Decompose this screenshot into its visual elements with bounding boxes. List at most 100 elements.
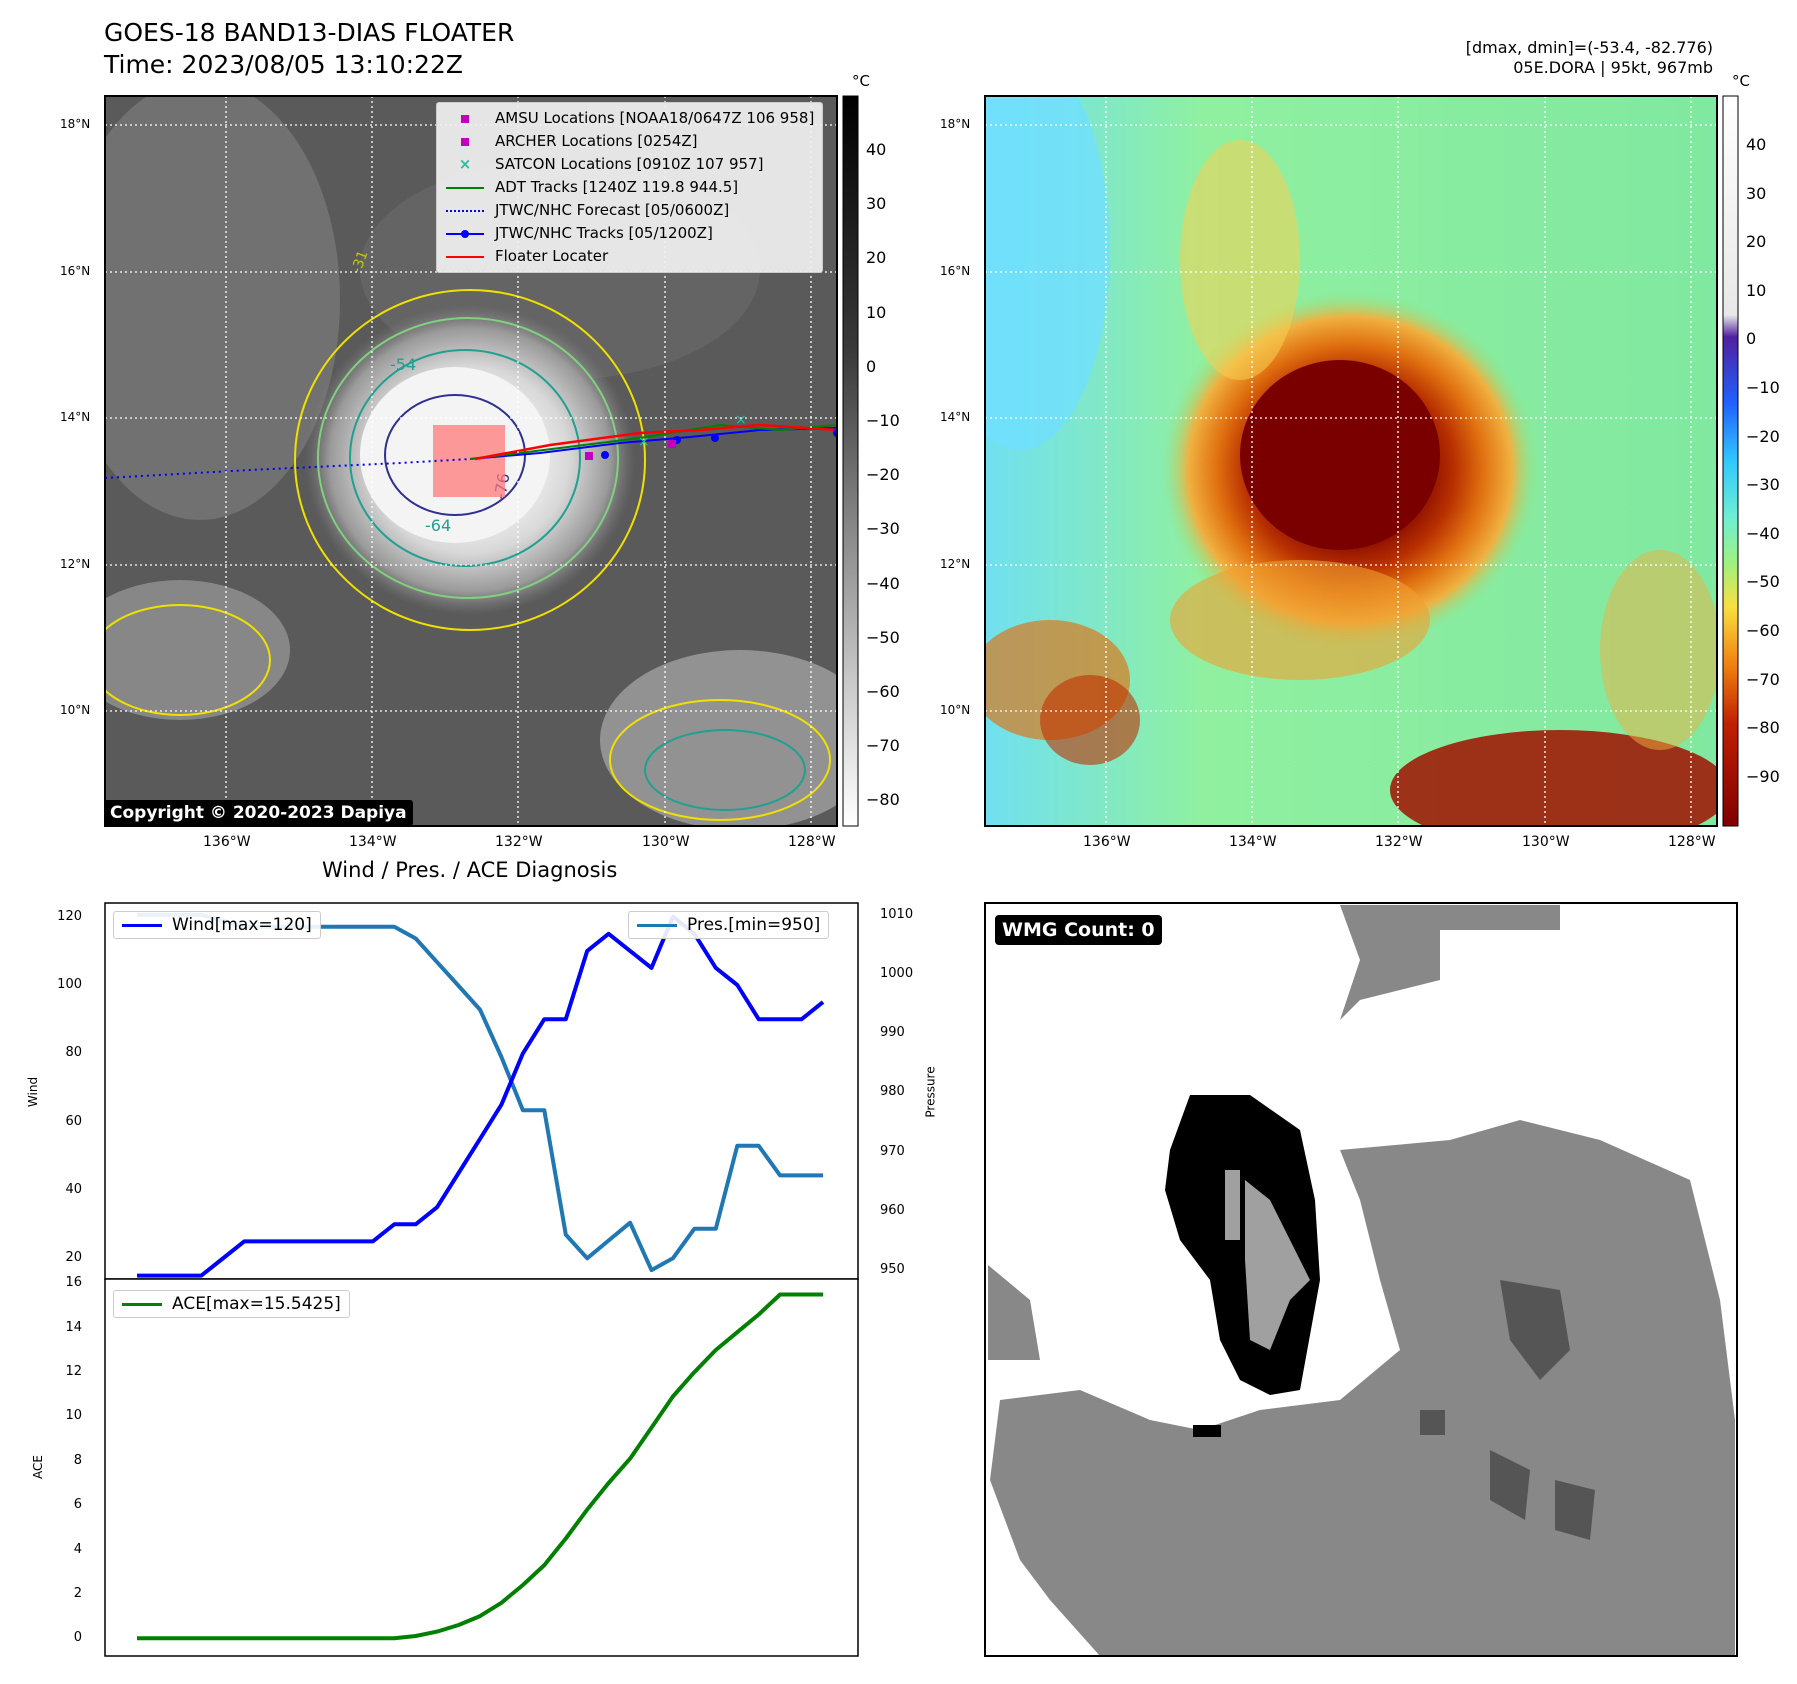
svg-text:×: × (735, 412, 747, 428)
colorbar-tick: −80 (1746, 718, 1780, 738)
axis-tick-label: 970 (880, 1143, 905, 1159)
svg-text:-64: -64 (425, 516, 451, 535)
lat-tick: 10°N (940, 703, 971, 717)
lon-tick: 136°W (203, 834, 251, 850)
axis-tick-label: 10 (65, 1408, 82, 1424)
wmg-count-badge: WMG Count: 0 (995, 915, 1162, 945)
svg-text:-54: -54 (390, 355, 416, 374)
axis-tick-label: 4 (73, 1541, 82, 1557)
colorbar-tick: −60 (1746, 621, 1780, 640)
colorbar-tick: 0 (1746, 329, 1757, 349)
floater-box (433, 425, 505, 497)
map-legend: AMSU Locations [NOAA18/0647Z 106 958] AR… (436, 102, 824, 273)
ace-series-line (137, 1292, 823, 1641)
floater-locater-line (474, 423, 837, 461)
colorbar-tick: −40 (866, 573, 900, 593)
lat-tick: 12°N (60, 557, 91, 571)
colorbar-tick: −50 (866, 627, 900, 647)
lat-tick: 10°N (60, 703, 91, 717)
lon-tick: 132°W (1375, 834, 1423, 850)
colorbar-tick: 40 (866, 140, 887, 159)
colorbar-tick: 30 (866, 194, 887, 214)
lat-tick: 18°N (60, 117, 91, 131)
colorbar-tick: 30 (1746, 183, 1767, 203)
axis-tick-label: 120 (57, 908, 82, 924)
colorbar-tick: −70 (866, 736, 900, 756)
wind-legend: Wind[max=120] (113, 911, 321, 939)
pressure-legend: Pres.[min=950] (628, 911, 830, 939)
lon-tick: 130°W (1522, 834, 1570, 850)
lon-tick: 134°W (349, 834, 397, 850)
gray-colorbar-unit: °C (852, 72, 870, 90)
colorbar-tick: 20 (1746, 232, 1767, 252)
axis-tick-label: 14 (65, 1319, 82, 1335)
colorbar-tick: −70 (1746, 669, 1780, 689)
axis-tick-label: 980 (880, 1084, 905, 1100)
legend-item-amsu: AMSU Locations [NOAA18/0647Z 106 958] (445, 107, 814, 130)
wmg-panel (984, 902, 1738, 1657)
axis-tick-label: 20 (65, 1250, 82, 1266)
color-colorbar-unit: °C (1732, 72, 1750, 90)
lat-tick: 18°N (940, 117, 971, 131)
svg-text:×: × (638, 434, 650, 450)
color-colorbar (1722, 95, 1739, 827)
forecast-track-line (105, 458, 471, 479)
figure-time: Time: 2023/08/05 13:10:22Z (104, 50, 463, 79)
svg-text:-31: -31 (349, 248, 372, 275)
colorbar-tick: −10 (866, 411, 900, 430)
diagnosis-title: Wind / Pres. / ACE Diagnosis (322, 858, 618, 882)
axis-tick-label: 960 (880, 1202, 905, 1218)
ace-chart (104, 1278, 859, 1657)
legend-item-archer: ARCHER Locations [0254Z] (445, 130, 814, 153)
colorbar-tick: −40 (1746, 523, 1780, 543)
lon-tick: 136°W (1083, 834, 1131, 850)
wind-series-line (137, 914, 825, 1278)
axis-tick-label: 0 (73, 1630, 82, 1646)
colorbar-tick: −60 (866, 682, 900, 701)
axis-tick-label: 8 (73, 1452, 82, 1468)
axis-tick-label: 950 (880, 1262, 905, 1278)
axis-tick-label: 6 (73, 1497, 82, 1513)
gray-colorbar (842, 95, 859, 827)
colorbar-tick: 0 (866, 356, 877, 376)
colorbar-tick: 10 (866, 302, 887, 322)
figure-title: GOES-18 BAND13-DIAS FLOATER (104, 18, 515, 47)
wind-axis-label: Wind (26, 1076, 41, 1108)
legend-item-satcon: × SATCON Locations [0910Z 107 957] (458, 155, 764, 173)
colorbar-tick: −20 (866, 465, 900, 485)
ir-grayscale-map: -31 -54 -64 -76 × × (105, 96, 837, 826)
map-gridlines-right (985, 96, 1717, 826)
lat-tick: 16°N (940, 264, 971, 278)
axis-tick-label: 990 (880, 1025, 905, 1041)
pressure-axis-label: Pressure (923, 1066, 938, 1118)
legend-item-tracks: JTWC/NHC Tracks [05/1200Z] (445, 222, 814, 245)
axis-tick-label: 80 (65, 1045, 82, 1061)
ace-legend: ACE[max=15.5425] (113, 1290, 350, 1318)
lat-tick: 12°N (940, 557, 971, 571)
lon-tick: 132°W (495, 834, 543, 850)
colorbar-tick: −10 (1746, 378, 1780, 397)
ir-color-map (985, 96, 1717, 826)
lon-tick: 128°W (788, 834, 836, 850)
copyright-badge: Copyright © 2020-2023 Dapiya (104, 800, 413, 826)
colorbar-tick: −90 (1746, 766, 1780, 786)
axis-tick-label: 100 (57, 977, 82, 993)
colorbar-tick: 40 (1746, 135, 1767, 154)
legend-item-floater: Floater Locater (445, 245, 814, 268)
lon-tick: 134°W (1229, 834, 1277, 850)
axis-tick-label: 2 (73, 1585, 82, 1601)
axis-tick-label: 60 (65, 1113, 82, 1129)
legend-item-adt: ADT Tracks [1240Z 119.8 944.5] (445, 176, 814, 199)
axis-tick-label: 16 (65, 1275, 82, 1291)
axis-tick-label: 1000 (880, 966, 914, 982)
colorbar-tick: −50 (1746, 572, 1780, 592)
legend-item-forecast: JTWC/NHC Forecast [05/0600Z] (445, 199, 814, 222)
stats-storm-info: 05E.DORA | 95kt, 967mb (1513, 58, 1713, 77)
colorbar-tick: −30 (866, 519, 900, 539)
lat-tick: 14°N (60, 410, 91, 424)
lat-tick: 14°N (940, 410, 971, 424)
colorbar-tick: 10 (1746, 280, 1767, 300)
axis-tick-label: 40 (65, 1182, 82, 1198)
axis-tick-label: 1010 (880, 906, 914, 922)
